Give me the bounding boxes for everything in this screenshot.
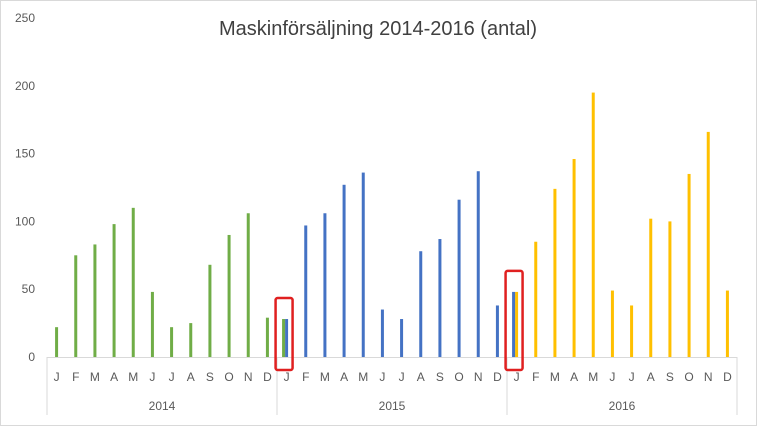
x-month-label: J	[284, 370, 290, 384]
overlap-bar	[282, 319, 286, 357]
bar	[495, 305, 499, 357]
x-month-label: D	[493, 370, 502, 384]
bar	[323, 213, 327, 357]
y-tick-label: 100	[15, 214, 35, 228]
bar	[93, 244, 97, 357]
x-month-label: A	[417, 370, 425, 384]
x-month-label: A	[340, 370, 348, 384]
bar	[131, 207, 135, 357]
bar	[687, 173, 691, 357]
x-month-label: N	[474, 370, 483, 384]
bar	[361, 172, 365, 357]
overlap-bar	[512, 291, 516, 357]
x-month-label: D	[723, 370, 732, 384]
x-year-label: 2016	[609, 399, 636, 413]
y-tick-label: 250	[15, 11, 35, 25]
y-tick-label: 150	[15, 147, 35, 161]
bar	[591, 92, 595, 357]
bar	[265, 317, 269, 357]
highlight-layer	[274, 269, 524, 372]
x-year-label: 2014	[149, 399, 176, 413]
y-axis: 0 50 100 150 200 250	[15, 11, 35, 364]
highlight-box	[274, 296, 294, 372]
x-month-label: F	[302, 370, 309, 384]
x-month-label: M	[550, 370, 560, 384]
bar	[515, 291, 519, 357]
bar	[170, 327, 174, 357]
x-month-label: J	[399, 370, 405, 384]
x-month-label: O	[224, 370, 233, 384]
x-month-label: N	[244, 370, 253, 384]
y-tick-label: 200	[15, 79, 35, 93]
x-month-label: M	[90, 370, 100, 384]
x-month-label: A	[110, 370, 118, 384]
bar	[457, 199, 461, 357]
y-tick-label: 0	[28, 350, 35, 364]
bar	[285, 319, 289, 357]
x-year-label: 2015	[379, 399, 406, 413]
x-month-label: O	[684, 370, 693, 384]
bar	[553, 188, 557, 357]
x-month-label: J	[629, 370, 635, 384]
bar	[342, 184, 346, 357]
x-month-label: M	[320, 370, 330, 384]
bar	[246, 213, 250, 357]
bar	[668, 221, 672, 357]
bar	[400, 319, 404, 357]
bar	[649, 218, 653, 357]
x-month-label: J	[379, 370, 385, 384]
bar	[55, 327, 59, 357]
bar	[74, 255, 78, 357]
x-month-label: A	[570, 370, 578, 384]
x-month-label: J	[149, 370, 155, 384]
x-month-label: S	[436, 370, 444, 384]
chart-title: Maskinförsäljning 2014-2016 (antal)	[219, 18, 537, 40]
x-month-label: J	[54, 370, 60, 384]
bar	[610, 290, 614, 357]
bar	[380, 309, 384, 357]
x-month-label: S	[666, 370, 674, 384]
bar	[112, 224, 116, 357]
x-month-label: J	[169, 370, 175, 384]
x-month-label: S	[206, 370, 214, 384]
bar	[227, 234, 231, 357]
highlight-box	[504, 269, 524, 372]
x-month-label: A	[187, 370, 195, 384]
x-month-label: M	[588, 370, 598, 384]
bar	[150, 291, 154, 357]
bar	[572, 159, 576, 357]
y-tick-label: 50	[22, 282, 36, 296]
x-month-label: F	[532, 370, 539, 384]
x-month-label: D	[263, 370, 272, 384]
bar	[189, 323, 193, 357]
x-month-label: F	[72, 370, 79, 384]
bar	[476, 171, 480, 357]
bar	[208, 264, 212, 357]
x-month-label: A	[647, 370, 655, 384]
x-month-label: M	[358, 370, 368, 384]
x-month-label: O	[454, 370, 463, 384]
bar	[630, 305, 634, 357]
bars-layer	[55, 92, 729, 357]
bar	[304, 225, 308, 357]
bar	[438, 239, 442, 357]
x-month-label: M	[128, 370, 138, 384]
x-month-label: J	[514, 370, 520, 384]
bar	[534, 241, 538, 357]
bar	[419, 251, 423, 357]
x-month-label: N	[704, 370, 713, 384]
bar	[725, 290, 729, 357]
x-month-label: J	[609, 370, 615, 384]
bar	[706, 131, 710, 357]
